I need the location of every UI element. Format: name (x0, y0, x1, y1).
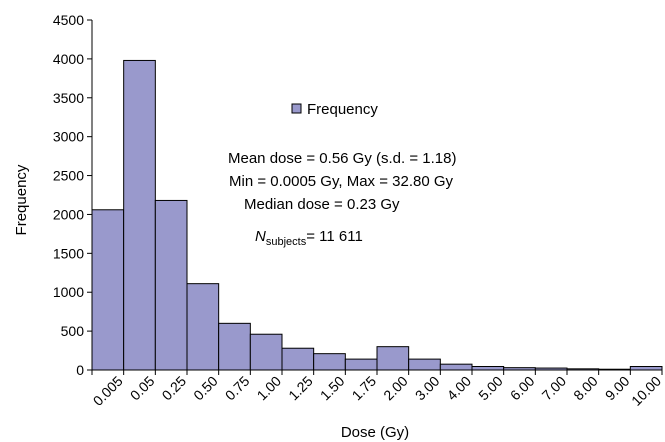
x-tick-label: 3.00 (412, 373, 443, 404)
x-tick-label: 6.00 (507, 373, 538, 404)
x-tick-label: 0.75 (222, 373, 253, 404)
statistics-annotation: Mean dose = 0.56 Gy (s.d. = 1.18) Min = … (228, 150, 456, 248)
histogram-bar (439, 363, 473, 371)
y-axis: 0 500 1000 1500 2000 2500 3000 3500 4000 4500 (53, 12, 93, 378)
x-tick-label: 0.05 (127, 373, 158, 404)
x-axis: 0.005 0.05 0.25 0.50 0.75 1.00 1.25 1.50 1.75 2.0… (90, 369, 664, 409)
legend-swatch (291, 103, 302, 114)
histogram-bar (408, 358, 441, 371)
histogram-bar (471, 366, 505, 371)
histogram-bar (91, 209, 125, 371)
histogram-bar (629, 366, 663, 371)
histogram-bar (344, 358, 378, 371)
y-tick-label: 0 (76, 362, 84, 378)
x-tick-label: 8.00 (570, 373, 601, 404)
x-axis-title: Dose (Gy) (341, 424, 409, 441)
y-tick-label: 4500 (53, 12, 84, 28)
x-tick-label: 0.25 (159, 373, 190, 404)
min-max-text: Min = 0.0005 Gy, Max = 32.80 Gy (229, 173, 454, 190)
bars (91, 59, 663, 371)
n-subscript: subjects (266, 236, 307, 248)
histogram-bar (376, 346, 410, 371)
x-tick-label: 1.00 (254, 373, 285, 404)
histogram-bar (154, 199, 188, 371)
legend: Frequency (291, 101, 378, 118)
x-tick-label: 1.25 (285, 373, 316, 404)
legend-label: Frequency (307, 101, 378, 118)
histogram-bar (123, 59, 156, 371)
median-dose-text: Median dose = 0.23 Gy (244, 196, 400, 213)
x-tick-label: 7.00 (539, 373, 570, 404)
mean-dose-text: Mean dose = 0.56 Gy (s.d. = 1.18) (228, 150, 456, 167)
y-tick-label: 2000 (53, 206, 84, 222)
x-tick-label: 1.75 (349, 373, 380, 404)
x-tick-label: 0.005 (90, 373, 126, 409)
histogram-bar (281, 347, 315, 371)
n-subjects-text: Nsubjects= 11 611 (255, 228, 363, 248)
x-tick-label: 4.00 (444, 373, 475, 404)
y-tick-label: 500 (61, 323, 85, 339)
x-tick-label: 10.00 (628, 373, 664, 409)
y-tick-label: 2500 (53, 168, 84, 184)
y-tick-label: 3000 (53, 129, 84, 145)
x-tick-label: 1.50 (317, 373, 348, 404)
x-tick-label: 5.00 (475, 373, 506, 404)
histogram-bar (313, 353, 346, 371)
histogram-bar (186, 283, 220, 371)
y-tick-label: 3500 (53, 90, 84, 106)
x-tick-label: 0.50 (190, 373, 221, 404)
x-tick-label: 2.00 (380, 373, 411, 404)
y-axis-title: Frequency (13, 164, 30, 235)
y-tick-label: 1500 (53, 245, 84, 261)
n-value: = 11 611 (306, 228, 363, 245)
histogram-bar (218, 322, 251, 371)
y-tick-label: 1000 (53, 284, 84, 300)
y-tick-label: 4000 (53, 51, 84, 67)
histogram-bar (249, 333, 283, 371)
n-symbol: N (255, 228, 266, 245)
